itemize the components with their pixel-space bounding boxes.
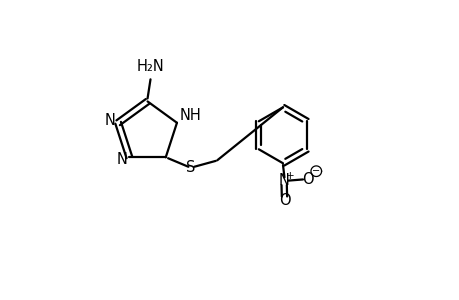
Text: −: − <box>312 166 319 176</box>
Text: S: S <box>185 160 195 175</box>
Text: N: N <box>279 173 289 188</box>
Text: N: N <box>116 152 127 167</box>
Text: O: O <box>301 172 313 187</box>
Text: +: + <box>285 171 293 181</box>
Text: H₂N: H₂N <box>136 59 164 74</box>
Text: N: N <box>104 113 115 128</box>
Text: NH: NH <box>179 108 201 123</box>
Text: O: O <box>278 193 290 208</box>
